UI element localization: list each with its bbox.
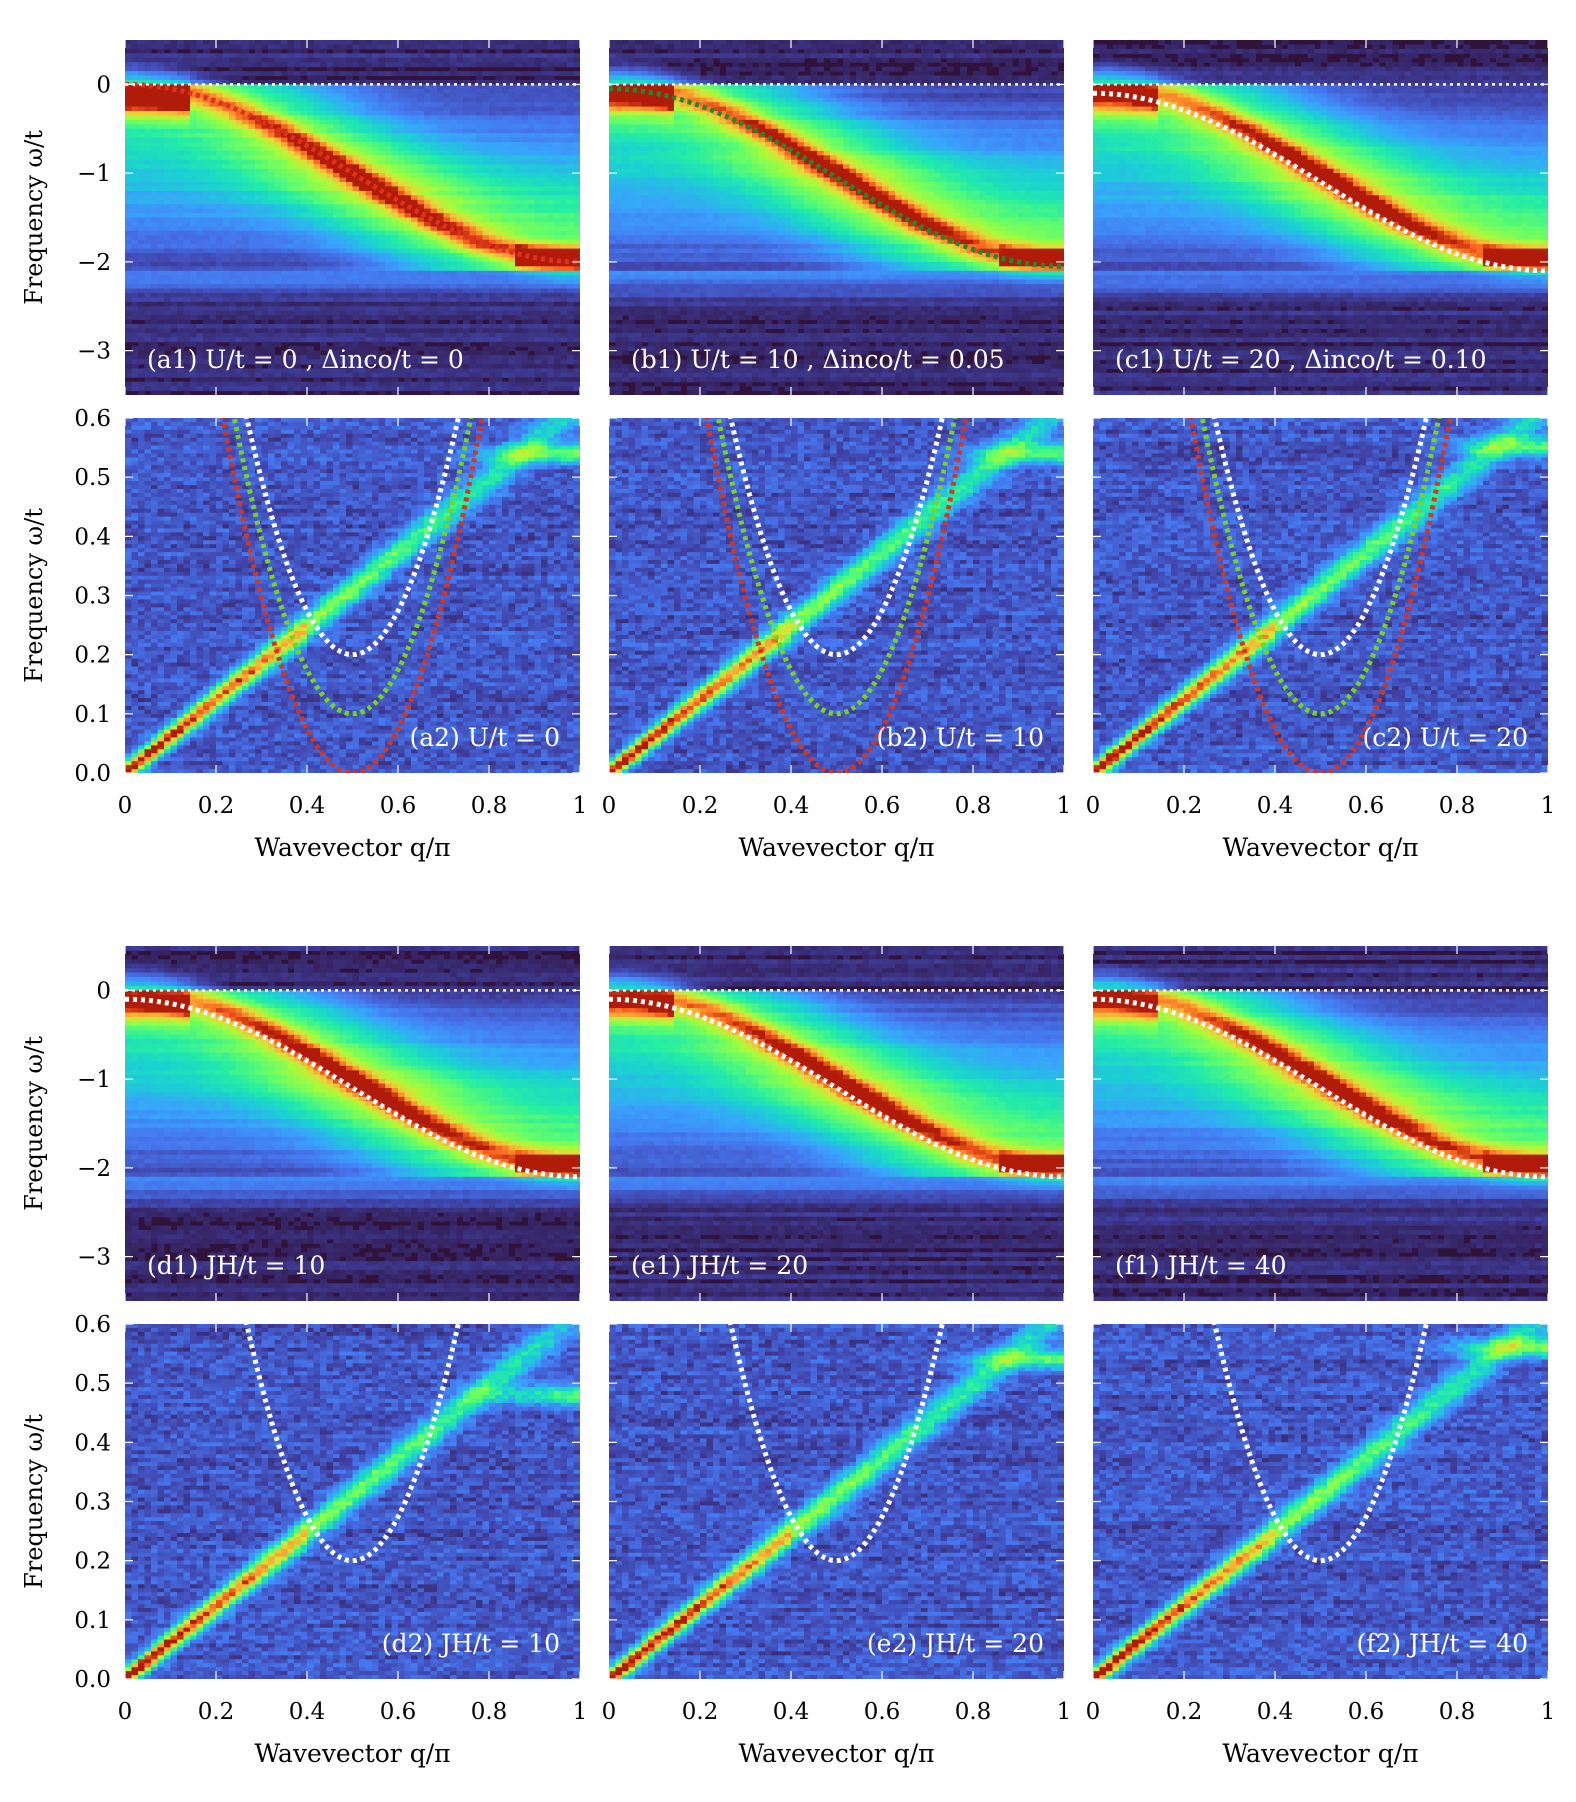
ylabel-a2: Frequency ω/t [20, 508, 48, 683]
heatmap-e1 [609, 946, 1065, 1302]
xtick-label-d2-0: 0 [118, 1699, 133, 1725]
panel-label-a2: (a2) U/t = 0 [409, 723, 560, 752]
xtick-label-c2-3: 0.6 [1348, 793, 1385, 819]
xtick-label-c2-1: 0.2 [1166, 793, 1203, 819]
heatmap-f1 [1093, 946, 1549, 1302]
panel-b1: (b1) U/t = 10 , Δinco/t = 0.05 [609, 40, 1065, 396]
ytick-label-d1-0: 0 [96, 978, 111, 1004]
xtick-label-c2-4: 0.8 [1439, 793, 1476, 819]
ytick-label-a2-4: 0.4 [74, 524, 111, 550]
ytick-label-d2-2: 0.2 [74, 1549, 111, 1575]
xlabel-b2: Wavevector q/π [738, 833, 934, 862]
xtick-label-d2-5: 1 [573, 1699, 588, 1725]
ytick-label-a1-2: −2 [77, 250, 111, 276]
ytick-label-a2-5: 0.5 [74, 465, 111, 491]
ytick-label-a1-0: 0 [96, 72, 111, 98]
panel-label-c2: (c2) U/t = 20 [1362, 723, 1528, 752]
panel-label-a1: (a1) U/t = 0 , Δinco/t = 0 [147, 345, 464, 374]
xtick-label-a2-4: 0.8 [471, 793, 508, 819]
xtick-label-f2-3: 0.6 [1348, 1699, 1385, 1725]
xtick-label-c2-2: 0.4 [1257, 793, 1294, 819]
heatmap-d1 [125, 946, 581, 1302]
panel-label-b2: (b2) U/t = 10 [876, 723, 1044, 752]
panel-c1: (c1) U/t = 20 , Δinco/t = 0.10 [1093, 40, 1549, 396]
xtick-label-f2-2: 0.4 [1257, 1699, 1294, 1725]
heatmap-a1 [125, 40, 581, 396]
ylabel-d2: Frequency ω/t [20, 1414, 48, 1589]
ylabel-d1: Frequency ω/t [20, 1036, 48, 1211]
panel-label-f1: (f1) JH/t = 40 [1115, 1251, 1287, 1280]
ytick-label-a2-0: 0.0 [74, 761, 111, 787]
ytick-label-d1-1: −1 [77, 1067, 111, 1093]
ytick-label-a2-2: 0.2 [74, 643, 111, 669]
xtick-label-a2-0: 0 [118, 793, 133, 819]
panel-a1: 0 −1 −2 −3 Frequency ω/t (a1) U/t = 0 , Δinco… [20, 40, 581, 396]
xtick-label-d2-1: 0.2 [198, 1699, 235, 1725]
ylabel-a1: Frequency ω/t [20, 130, 48, 305]
xlabel-c2: Wavevector q/π [1222, 833, 1418, 862]
xtick-label-b2-5: 1 [1057, 793, 1072, 819]
xtick-label-b2-1: 0.2 [682, 793, 719, 819]
xtick-label-b2-4: 0.8 [955, 793, 992, 819]
ytick-label-d1-3: −3 [77, 1245, 111, 1271]
panel-label-b1: (b1) U/t = 10 , Δinco/t = 0.05 [631, 345, 1005, 374]
xlabel-f2: Wavevector q/π [1222, 1739, 1418, 1768]
xtick-label-e2-4: 0.8 [955, 1699, 992, 1725]
xtick-label-c2-5: 1 [1541, 793, 1556, 819]
xtick-label-b2-2: 0.4 [773, 793, 810, 819]
panel-d1: 0 −1 −2 −3 Frequency ω/t (d1) JH/t = 10 [20, 946, 581, 1302]
xtick-label-d2-3: 0.6 [380, 1699, 417, 1725]
ytick-label-a2-1: 0.1 [74, 702, 111, 728]
panel-label-f2: (f2) JH/t = 40 [1356, 1629, 1528, 1658]
ytick-label-a2-6: 0.6 [74, 406, 111, 432]
xtick-label-a2-2: 0.4 [289, 793, 326, 819]
ytick-label-a1-3: −3 [77, 339, 111, 365]
ytick-label-d1-2: −2 [77, 1156, 111, 1182]
xtick-label-e2-1: 0.2 [682, 1699, 719, 1725]
xtick-label-a2-3: 0.6 [380, 793, 417, 819]
ytick-label-d2-3: 0.3 [74, 1490, 111, 1516]
xtick-label-f2-0: 0 [1086, 1699, 1101, 1725]
xtick-label-d2-4: 0.8 [471, 1699, 508, 1725]
xlabel-d2: Wavevector q/π [254, 1739, 450, 1768]
xtick-label-c2-0: 0 [1086, 793, 1101, 819]
xtick-label-f2-1: 0.2 [1166, 1699, 1203, 1725]
xtick-label-f2-5: 1 [1541, 1699, 1556, 1725]
panel-e1: (e1) JH/t = 20 [609, 946, 1065, 1302]
xtick-label-b2-0: 0 [602, 793, 617, 819]
xtick-label-f2-4: 0.8 [1439, 1699, 1476, 1725]
ytick-label-d2-4: 0.4 [74, 1430, 111, 1456]
panel-label-d2: (d2) JH/t = 10 [382, 1629, 560, 1658]
ytick-label-d2-1: 0.1 [74, 1608, 111, 1634]
xtick-label-e2-3: 0.6 [864, 1699, 901, 1725]
panel-label-e1: (e1) JH/t = 20 [631, 1251, 808, 1280]
ytick-label-d2-6: 0.6 [74, 1312, 111, 1338]
heatmap-b1 [609, 40, 1065, 396]
xtick-label-a2-5: 1 [573, 793, 588, 819]
xtick-label-b2-3: 0.6 [864, 793, 901, 819]
panel-label-c1: (c1) U/t = 20 , Δinco/t = 0.10 [1115, 345, 1487, 374]
ytick-label-d2-0: 0.0 [74, 1667, 111, 1693]
xtick-label-e2-2: 0.4 [773, 1699, 810, 1725]
panel-f1: (f1) JH/t = 40 [1093, 946, 1549, 1302]
panel-label-e2: (e2) JH/t = 20 [867, 1629, 1044, 1658]
ytick-label-d2-5: 0.5 [74, 1371, 111, 1397]
ytick-label-a2-3: 0.3 [74, 584, 111, 610]
panel-label-d1: (d1) JH/t = 10 [147, 1251, 325, 1280]
xlabel-a2: Wavevector q/π [254, 833, 450, 862]
ytick-label-a1-1: −1 [77, 161, 111, 187]
xtick-label-e2-0: 0 [602, 1699, 617, 1725]
xtick-label-d2-2: 0.4 [289, 1699, 326, 1725]
heatmap-c1 [1093, 40, 1549, 396]
xtick-label-e2-5: 1 [1057, 1699, 1072, 1725]
xlabel-e2: Wavevector q/π [738, 1739, 934, 1768]
xtick-label-a2-1: 0.2 [198, 793, 235, 819]
